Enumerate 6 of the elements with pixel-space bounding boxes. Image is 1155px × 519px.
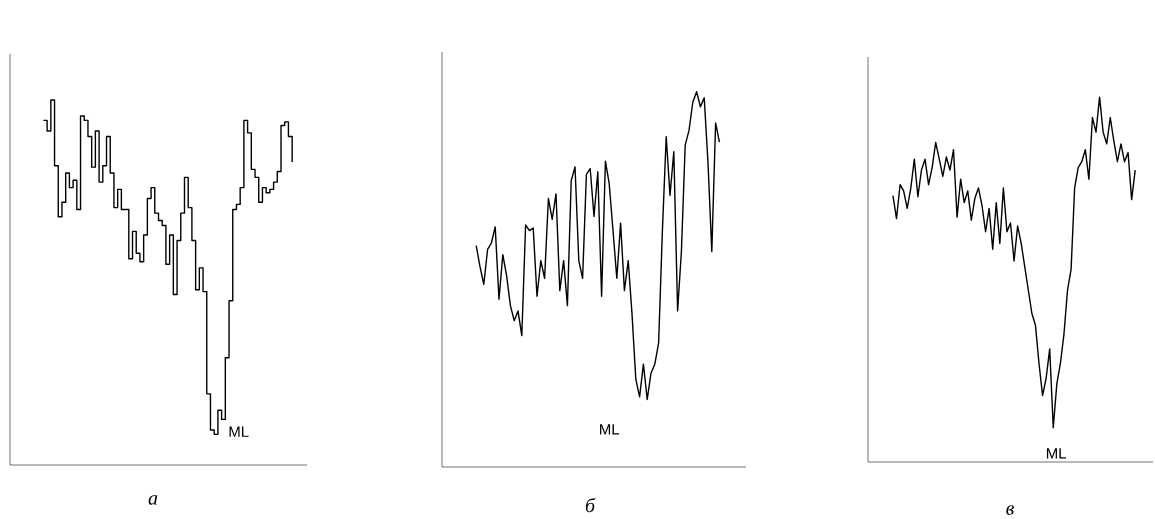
annotation: ML <box>1046 448 1066 459</box>
annotation: ML <box>600 424 620 435</box>
text: а <box>148 495 158 505</box>
text: в <box>1006 505 1014 515</box>
annotation: ML <box>229 426 249 437</box>
text: б <box>585 497 596 513</box>
